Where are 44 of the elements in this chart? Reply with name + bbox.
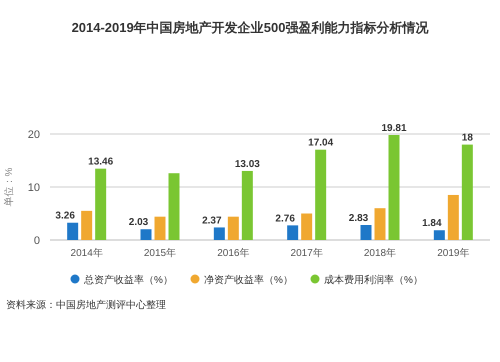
chart-title: 2014-2019年中国房地产开发企业500强盈利能力指标分析情况 (72, 20, 430, 35)
bar (434, 230, 445, 240)
x-tick-label: 2014年 (70, 247, 103, 259)
bar (95, 168, 106, 240)
x-tick-label: 2017年 (290, 247, 323, 259)
bar (168, 173, 180, 240)
legend-label: 成本费用利润率（%） (324, 274, 423, 286)
bar (360, 225, 372, 240)
data-label: 2.37 (202, 215, 222, 226)
bar (448, 194, 459, 240)
bar (67, 222, 78, 240)
bar (228, 216, 239, 240)
legend-label: 净资产收益率（%） (204, 274, 293, 286)
data-label: 13.03 (234, 158, 260, 170)
bar (462, 144, 473, 240)
text: 资料来源：中国房地产测评中心整理 (6, 299, 166, 311)
bar (81, 210, 92, 240)
x-tick-label: 2019年 (437, 247, 470, 259)
bar (214, 227, 225, 240)
data-label: 1.84 (422, 218, 442, 230)
data-label: 19.81 (381, 123, 407, 134)
bar (140, 229, 152, 240)
x-tick-label: 2016年 (217, 247, 250, 259)
data-label: 17.04 (308, 138, 334, 149)
bar (315, 150, 326, 240)
data-label: 3.26 (55, 210, 76, 222)
data-label: 2.03 (128, 217, 149, 228)
bar (374, 208, 386, 240)
bar (388, 135, 400, 240)
legend-label: 总资产收益率（%） (83, 274, 173, 286)
x-tick-label: 2015年 (144, 247, 176, 259)
data-label: 2.83 (348, 213, 369, 224)
y-axis-title: 单位：% (3, 167, 15, 206)
y-tick-label: 10 (28, 182, 40, 194)
bar (287, 225, 298, 240)
data-label: 2.76 (275, 213, 296, 224)
bar (242, 170, 253, 240)
data-label: 13.46 (88, 156, 114, 168)
bar (154, 216, 166, 240)
x-tick-label: 2018年 (364, 247, 396, 259)
y-tick-label: 0 (34, 235, 40, 247)
y-tick-label: 20 (28, 129, 40, 141)
bar (301, 214, 312, 240)
data-label: 18 (462, 132, 474, 144)
